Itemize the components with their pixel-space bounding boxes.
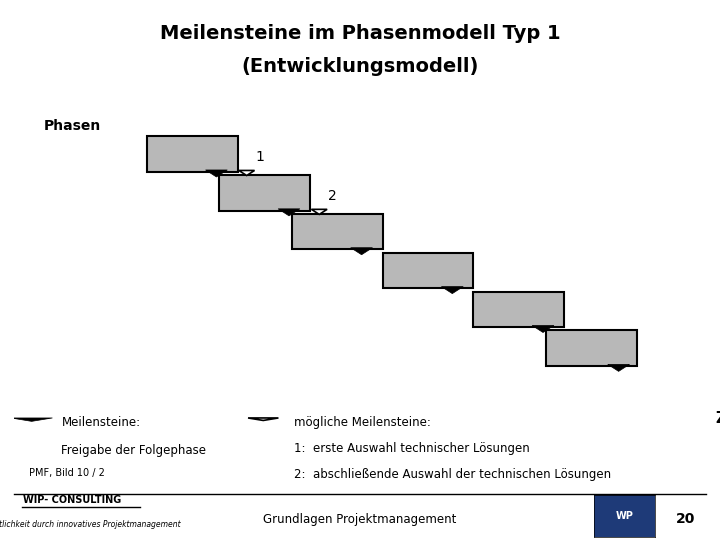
Text: mögliche Meilensteine:: mögliche Meilensteine: (294, 416, 431, 429)
Bar (474, 292, 564, 327)
Bar (292, 214, 383, 249)
Text: WIP- CONSULTING: WIP- CONSULTING (23, 495, 121, 505)
Text: WP: WP (616, 511, 634, 521)
Text: PMF, Bild 10 / 2: PMF, Bild 10 / 2 (29, 468, 104, 478)
Text: Grundlagen Projektmanagement: Grundlagen Projektmanagement (264, 513, 456, 526)
Bar (546, 330, 636, 366)
Polygon shape (239, 171, 255, 176)
Polygon shape (532, 326, 554, 333)
Text: Zeit: Zeit (716, 411, 720, 427)
Text: Wirtschaftlichkeit durch innovatives Projektmanagement: Wirtschaftlichkeit durch innovatives Pro… (0, 520, 181, 529)
Polygon shape (11, 418, 53, 421)
Text: 1: 1 (256, 150, 265, 164)
Bar (147, 136, 238, 172)
Text: 2: 2 (328, 188, 337, 202)
Text: Meilensteine im Phasenmodell Typ 1: Meilensteine im Phasenmodell Typ 1 (160, 24, 560, 43)
Text: (Entwicklungsmodell): (Entwicklungsmodell) (241, 57, 479, 76)
Polygon shape (311, 210, 327, 214)
Polygon shape (608, 364, 629, 372)
Text: 2:  abschließende Auswahl der technischen Lösungen: 2: abschließende Auswahl der technischen… (294, 468, 611, 481)
Polygon shape (205, 170, 228, 177)
Bar (220, 175, 310, 211)
Text: 1:  erste Auswahl technischer Lösungen: 1: erste Auswahl technischer Lösungen (294, 442, 530, 455)
Text: Phasen: Phasen (44, 119, 102, 133)
Polygon shape (441, 287, 463, 294)
Text: 20: 20 (675, 512, 695, 526)
Text: Freigabe der Folgephase: Freigabe der Folgephase (61, 444, 207, 457)
Bar (383, 253, 474, 288)
Polygon shape (351, 248, 372, 255)
Polygon shape (248, 418, 279, 421)
Text: Meilensteine:: Meilensteine: (61, 416, 140, 429)
Polygon shape (278, 209, 300, 216)
